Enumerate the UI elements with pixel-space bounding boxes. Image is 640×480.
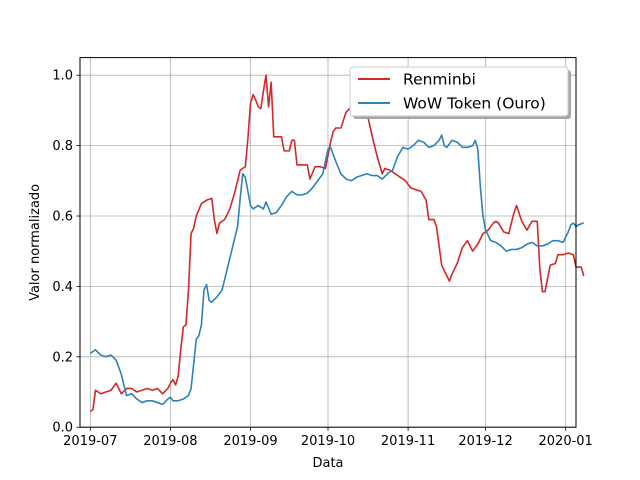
y-tick-label: 1.0	[52, 69, 73, 84]
axis-ticks: 2019-07 2019-08 2019-09 2019-10 2019-11 2019-…	[52, 69, 593, 450]
y-tick-label: 0.8	[52, 139, 73, 154]
series-line-wow-token	[89, 134, 585, 406]
x-tick-label: 2019-10	[301, 434, 355, 449]
series-lines	[89, 74, 585, 413]
y-tick-label: 0.6	[52, 210, 73, 225]
y-tick-label: 0.0	[52, 421, 73, 436]
legend-label-renminbi: Renminbi	[403, 71, 476, 89]
x-tick-label: 2020-01	[539, 434, 593, 449]
y-tick-label: 0.2	[52, 350, 73, 365]
x-tick-label: 2019-08	[143, 434, 197, 449]
series-line-renminbi	[89, 74, 585, 413]
x-tick-label: 2019-09	[223, 434, 277, 449]
y-tick-label: 0.4	[52, 280, 73, 295]
y-axis-label: Valor normalizado	[28, 184, 43, 301]
legend-label-wow-token: WoW Token (Ouro)	[403, 95, 546, 113]
x-tick-label: 2019-11	[381, 434, 435, 449]
legend: Renminbi WoW Token (Ouro)	[349, 66, 571, 119]
legend-box	[349, 66, 569, 117]
x-tick-label: 2019-07	[63, 434, 117, 449]
x-axis-label: Data	[312, 456, 343, 471]
x-tick-label: 2019-12	[458, 434, 512, 449]
